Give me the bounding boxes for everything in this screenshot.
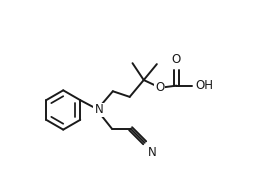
Text: N: N xyxy=(94,104,103,116)
Text: O: O xyxy=(155,81,164,94)
Text: O: O xyxy=(172,53,181,66)
Text: N: N xyxy=(148,146,156,159)
Text: OH: OH xyxy=(196,79,214,92)
